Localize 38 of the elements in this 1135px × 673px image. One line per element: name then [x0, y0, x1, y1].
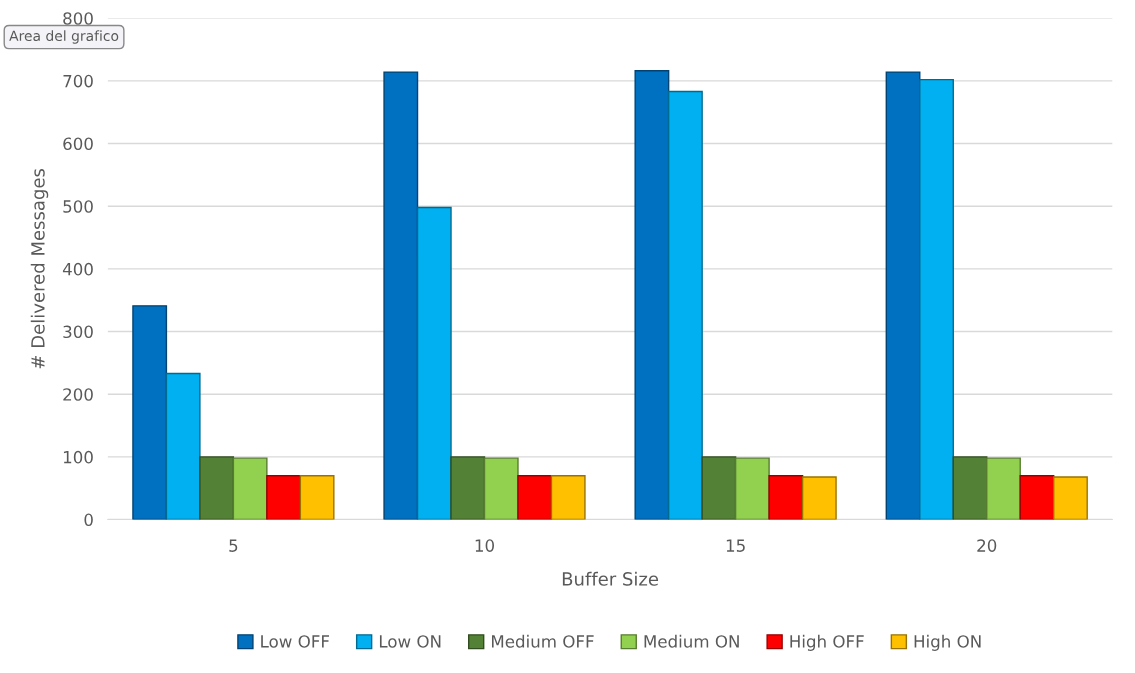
- legend-label: High ON: [914, 634, 981, 651]
- bar: [1053, 476, 1088, 520]
- y-tick-label: 500: [63, 200, 93, 213]
- x-tick-label: 5: [229, 539, 238, 552]
- x-tick-label: 10: [475, 539, 494, 552]
- y-tick-label: 200: [63, 388, 93, 401]
- y-axis-title: # Delivered Messages: [30, 168, 49, 369]
- bar: [299, 474, 335, 520]
- y-tick-label: 700: [63, 74, 93, 88]
- bar: [634, 70, 670, 520]
- bar: [132, 305, 168, 520]
- annotation: Area del grafico: [9, 30, 119, 44]
- y-tick-label: 300: [63, 325, 93, 339]
- x-axis-title: Buffer Size: [562, 571, 659, 586]
- legend-label: Medium OFF: [492, 634, 594, 648]
- bar: [550, 474, 586, 520]
- y-tick-label: 100: [63, 450, 93, 464]
- bar: [1019, 474, 1055, 520]
- bar: [517, 474, 553, 520]
- bar: [667, 90, 703, 520]
- legend-label: High OFF: [790, 634, 864, 651]
- legend-label: Low ON: [379, 635, 441, 648]
- bar: [266, 474, 302, 520]
- bar: [885, 71, 921, 520]
- y-tick-label: 400: [62, 262, 93, 276]
- bar: [416, 206, 452, 520]
- bar: [801, 476, 837, 520]
- bar: [919, 78, 954, 520]
- bar: [383, 71, 419, 520]
- legend-label: Medium ON: [644, 634, 739, 648]
- x-tick-label: 20: [977, 539, 997, 552]
- y-tick-label: 0: [84, 513, 93, 527]
- legend-label: Low OFF: [261, 635, 330, 648]
- x-tick-label: 15: [726, 539, 745, 552]
- bar: [768, 474, 804, 520]
- bar: [165, 372, 201, 520]
- y-tick-label: 600: [63, 137, 93, 151]
- y-tick-label: 800: [63, 12, 93, 25]
